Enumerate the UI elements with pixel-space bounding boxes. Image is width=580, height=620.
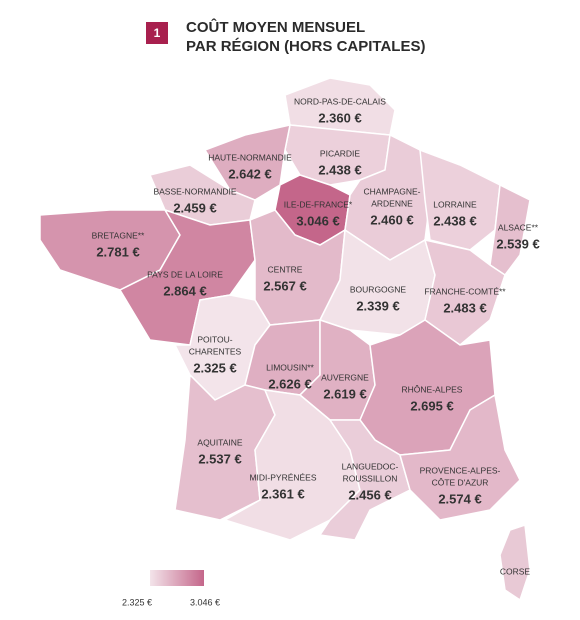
region-value: 2.539 € — [496, 236, 539, 251]
region — [223, 389, 361, 541]
region-value: 2.325 € — [193, 360, 236, 375]
region-name: RHÔNE-ALPES — [402, 384, 463, 394]
region-value: 2.537 € — [198, 451, 241, 466]
region-value: 2.781 € — [96, 244, 139, 259]
region-value: 2.360 € — [318, 110, 361, 125]
region-value: 2.483 € — [443, 300, 486, 315]
region — [318, 419, 411, 541]
region-name: CORSE — [500, 566, 531, 576]
region-name: PROVENCE-ALPES- — [420, 465, 501, 475]
region-value: 2.456 € — [348, 487, 391, 502]
region-value: 2.574 € — [438, 491, 481, 506]
region-name: CHAMPAGNE- — [364, 186, 421, 196]
region-value: 2.339 € — [356, 298, 399, 313]
region-name: BRETAGNE** — [92, 230, 145, 240]
region-value: 2.361 € — [261, 486, 304, 501]
legend-min: 2.325 € — [122, 597, 152, 607]
region-name: PICARDIE — [320, 148, 360, 158]
region-value: 2.459 € — [173, 200, 216, 215]
region — [499, 523, 531, 602]
region-name: ROUSSILLON — [343, 473, 398, 483]
badge: 1 — [154, 26, 161, 40]
region-name: NORD-PAS-DE-CALAIS — [294, 96, 386, 106]
region-name: MIDI-PYRÉNÉES — [249, 472, 316, 482]
region — [399, 393, 521, 521]
legend-max: 3.046 € — [190, 597, 220, 607]
region-name: ARDENNE — [371, 198, 413, 208]
region-name: HAUTE-NORMANDIE — [208, 152, 292, 162]
region-value: 2.567 € — [263, 278, 306, 293]
region-name: PAYS DE LA LOIRE — [147, 269, 223, 279]
region — [423, 238, 506, 346]
region-name: LIMOUSIN** — [266, 362, 314, 372]
region-value: 2.695 € — [410, 398, 453, 413]
region-name: BOURGOGNE — [350, 284, 407, 294]
title-line: PAR RÉGION (HORS CAPITALES) — [186, 38, 425, 55]
region-name: BASSE-NORMANDIE — [153, 186, 236, 196]
region-value: 2.626 € — [268, 376, 311, 391]
region-name: ALSACE** — [498, 222, 539, 232]
region-name: AUVERGNE — [321, 372, 369, 382]
region-value: 2.438 € — [433, 213, 476, 228]
region-value: 3.046 € — [296, 213, 339, 228]
legend-gradient — [150, 570, 204, 586]
region-name: POITOU- — [197, 334, 232, 344]
region-value: 2.438 € — [318, 162, 361, 177]
region-name: CHARENTES — [189, 346, 242, 356]
region-value: 2.864 € — [163, 283, 206, 298]
region-name: LANGUEDOC- — [342, 461, 399, 471]
region-name: FRANCHE-COMTÉ** — [424, 286, 506, 296]
title-line: COÛT MOYEN MENSUEL — [186, 18, 365, 36]
region-name: ILE-DE-FRANCE* — [284, 199, 353, 209]
region-name: LORRAINE — [433, 199, 477, 209]
region-name: CENTRE — [268, 264, 303, 274]
badge-box — [146, 22, 168, 44]
region — [419, 148, 501, 251]
region-value: 2.642 € — [228, 166, 271, 181]
region-value: 2.619 € — [323, 386, 366, 401]
region-name: AQUITAINE — [197, 437, 243, 447]
region-value: 2.460 € — [370, 212, 413, 227]
region-name: CÔTE D'AZUR — [432, 477, 489, 487]
